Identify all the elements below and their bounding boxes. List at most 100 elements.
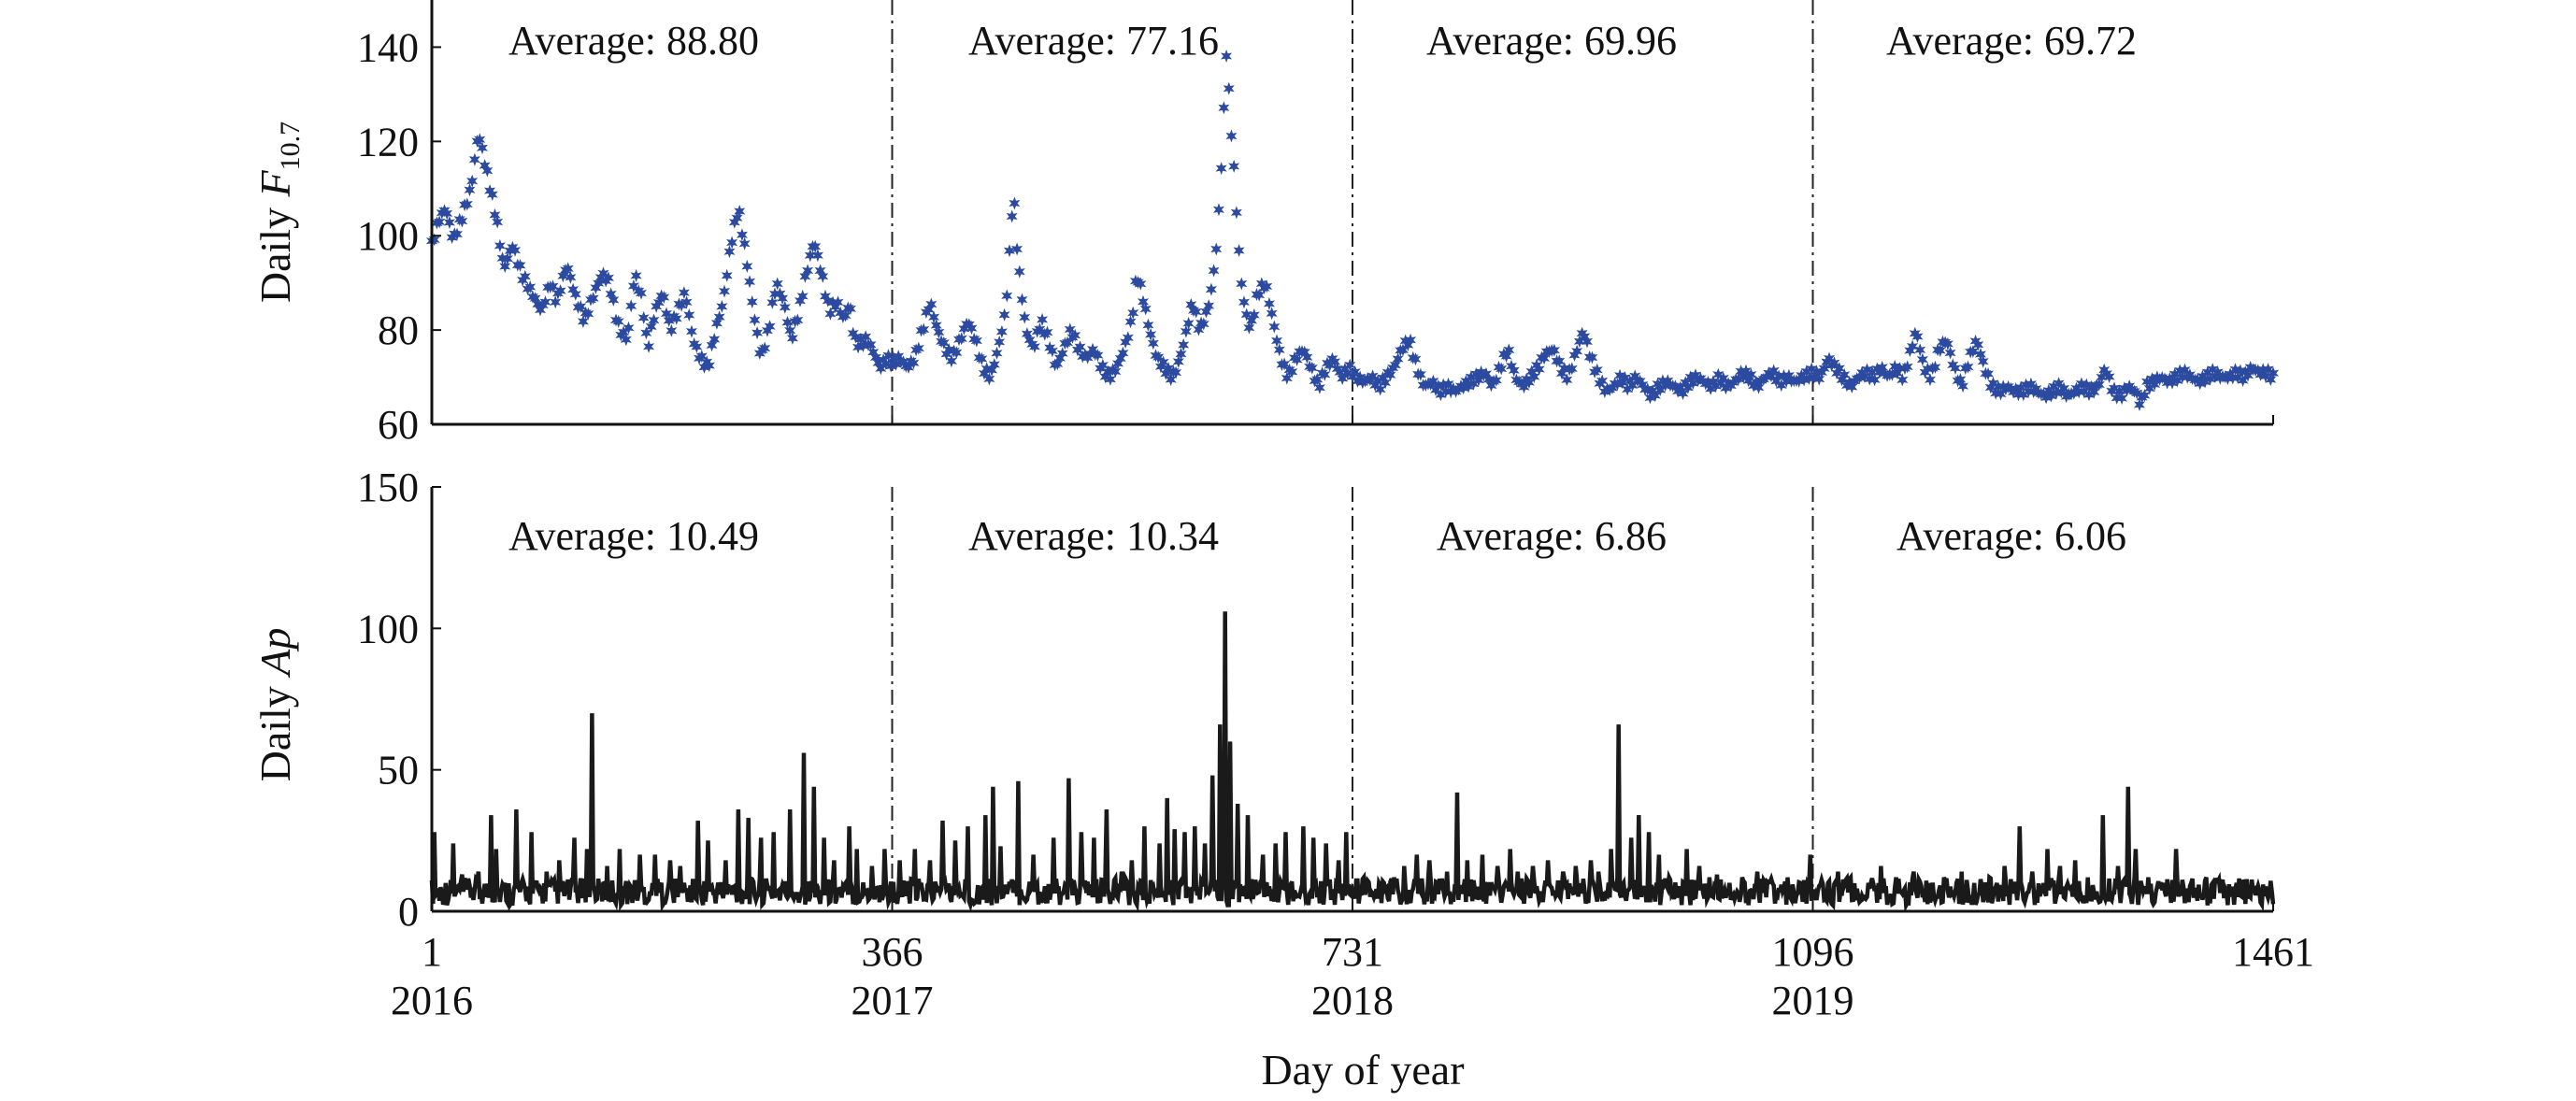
f107-point: [1311, 372, 1324, 386]
f107-point: [1301, 350, 1313, 365]
f107-point: [547, 279, 559, 293]
f107-point: [1013, 265, 1025, 279]
f107-point: [1690, 368, 1702, 382]
f107-point: [2116, 392, 2128, 406]
f107-point: [814, 264, 826, 278]
f107-point: [1369, 379, 1381, 393]
ap-period-dividers: [891, 487, 1814, 911]
f107-point: [554, 284, 566, 298]
f107-point: [1056, 347, 1068, 361]
f107-point: [1172, 354, 1184, 368]
f107-point: [1109, 365, 1122, 379]
f107-point: [847, 326, 859, 340]
f107-point: [710, 316, 723, 330]
f107-point: [1815, 365, 1827, 379]
ap-average-label-3: Average: 6.86: [1437, 513, 1667, 559]
f107-point: [1337, 371, 1349, 385]
f107-point: [1669, 379, 1682, 393]
f107-point: [1138, 294, 1150, 308]
f107-point: [928, 310, 940, 324]
f107-point: [2012, 388, 2025, 402]
f107-point: [499, 260, 511, 273]
f107-point: [608, 293, 620, 307]
f107-point: [1581, 335, 1593, 349]
f107-point: [1962, 360, 1974, 374]
f107-point: [1240, 307, 1252, 322]
f107-point: [2053, 377, 2065, 391]
f107-point: [1919, 365, 1931, 379]
f107-point: [1659, 379, 1671, 393]
f107-point: [519, 269, 531, 283]
f107-point: [2010, 382, 2022, 396]
x-tick-label-1096: 1096: [1772, 929, 1854, 975]
ap-y-ticks: 0 50 100 150: [357, 465, 441, 935]
f107-point: [1071, 343, 1083, 357]
f107-point: [1092, 349, 1104, 363]
f107-point: [524, 280, 537, 293]
f107-point: [1808, 370, 1820, 384]
f107-point: [1147, 336, 1159, 350]
f107-point: [625, 299, 637, 313]
f107-point: [476, 141, 488, 155]
f107-point: [865, 337, 877, 351]
f107-point: [1677, 387, 1689, 400]
f107-point: [1573, 335, 1585, 349]
f107-point: [980, 362, 993, 376]
f107-point: [1896, 373, 1909, 387]
f107-point: [1652, 377, 1664, 391]
f107-point: [680, 295, 693, 309]
f107-point: [1616, 376, 1628, 390]
f107-point: [1506, 359, 1518, 373]
f107-point: [567, 282, 580, 296]
f107-point: [1753, 380, 1765, 394]
f107-point: [484, 184, 496, 198]
f107-point: [1992, 379, 2004, 393]
f107-point: [986, 363, 998, 377]
f107-point: [1724, 379, 1737, 393]
f107-point: [1037, 312, 1049, 326]
f107-point: [1839, 367, 1851, 381]
f107-point: [509, 243, 522, 257]
f107-y-axis-title-variable: F: [251, 169, 299, 197]
f107-point: [2158, 372, 2170, 386]
f107-point: [923, 303, 935, 317]
f107-point: [2068, 386, 2080, 400]
f107-panel: 60 80 100 120 140 Average: 88.80 Average: 77.…: [251, 0, 2280, 448]
f107-point: [676, 298, 688, 312]
f107-point: [1052, 357, 1064, 371]
f107-point: [1538, 351, 1551, 365]
f107-point: [466, 174, 479, 188]
f107-point: [850, 330, 862, 344]
f107-point: [683, 308, 695, 322]
f107-point: [867, 345, 880, 359]
f107-point: [734, 205, 746, 218]
f107-point: [1868, 373, 1881, 387]
f107-point: [1803, 371, 1815, 385]
f107-point: [2225, 367, 2237, 381]
f107-point: [701, 355, 713, 369]
f107-point: [597, 266, 609, 280]
f107-point: [774, 287, 786, 301]
f107-point: [1775, 379, 1787, 393]
f107-point: [1261, 279, 1273, 293]
f107-point: [1984, 380, 1996, 394]
f107-point: [1145, 327, 1157, 341]
f107-point: [784, 323, 796, 337]
f107-point: [685, 324, 697, 338]
f107-point: [1949, 361, 1961, 375]
f107-point: [1367, 369, 1379, 383]
f107-point: [1384, 368, 1396, 382]
f107-point: [494, 238, 506, 252]
f107-point: [1765, 369, 1777, 383]
f107-point: [1352, 374, 1364, 388]
f107-point: [1457, 381, 1469, 395]
f107-point: [741, 259, 753, 273]
f107-point: [1974, 348, 1986, 361]
f107-point: [983, 372, 995, 386]
f107-point: [817, 269, 829, 283]
f107-point: [2149, 378, 2161, 392]
f107-point: [1306, 361, 1318, 375]
f107-point: [2194, 377, 2206, 391]
f107-point: [2030, 381, 2042, 395]
ap-y-tick-label-150: 150: [357, 465, 419, 510]
